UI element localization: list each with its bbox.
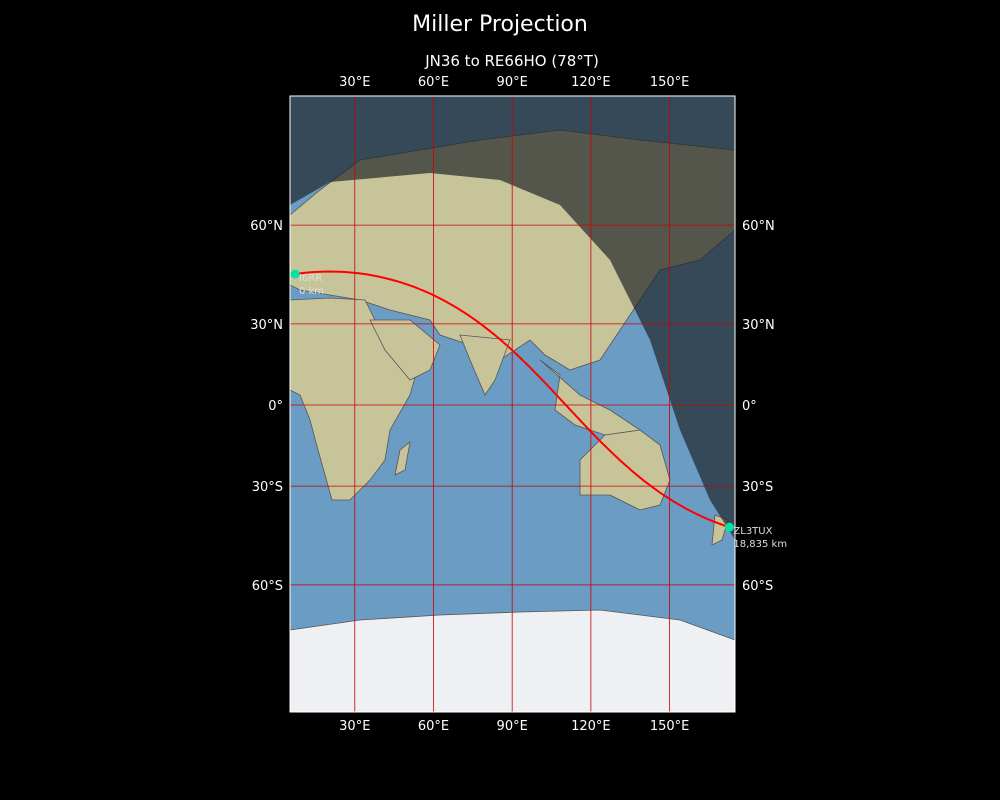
station-callsign: ZL3TUX [733, 526, 772, 537]
station-distance: 18,835 km [733, 539, 787, 550]
landmass-india [459, 334, 511, 396]
lat-tick-left: 60°N [250, 219, 283, 234]
station-marker[interactable] [724, 522, 734, 532]
station-marker[interactable] [290, 269, 300, 279]
lon-tick-bottom: 90°E [497, 719, 528, 734]
lat-tick-left: 30°S [252, 480, 283, 495]
lat-tick-right: 0° [742, 399, 757, 414]
station-distance: 0 km [299, 286, 324, 297]
great-circle-path [294, 270, 730, 529]
lon-tick-top: 150°E [650, 75, 690, 90]
lat-tick-right: 30°S [742, 480, 773, 495]
landmass-arabia [369, 319, 441, 381]
lat-tick-right: 60°S [742, 579, 773, 594]
figure-title: Miller Projection [412, 12, 588, 37]
lat-tick-right: 60°N [742, 219, 775, 234]
station-callsign: I6RR [299, 273, 322, 284]
lon-tick-bottom: 120°E [571, 719, 611, 734]
lon-tick-bottom: 150°E [650, 719, 690, 734]
lat-tick-left: 30°N [250, 318, 283, 333]
lon-tick-bottom: 60°E [418, 719, 449, 734]
landmass-australia [579, 429, 671, 511]
lon-tick-top: 90°E [497, 75, 528, 90]
lon-tick-bottom: 30°E [339, 719, 370, 734]
map-title: JN36 to RE66HO (78°T) [425, 52, 599, 70]
map-frame [289, 95, 736, 713]
lat-tick-left: 0° [268, 399, 283, 414]
lat-tick-right: 30°N [742, 318, 775, 333]
lon-tick-top: 60°E [418, 75, 449, 90]
lon-tick-top: 120°E [571, 75, 611, 90]
lon-tick-top: 30°E [339, 75, 370, 90]
landmass-madagascar [394, 441, 411, 476]
night-shading [290, 96, 735, 540]
lat-tick-left: 60°S [252, 579, 283, 594]
